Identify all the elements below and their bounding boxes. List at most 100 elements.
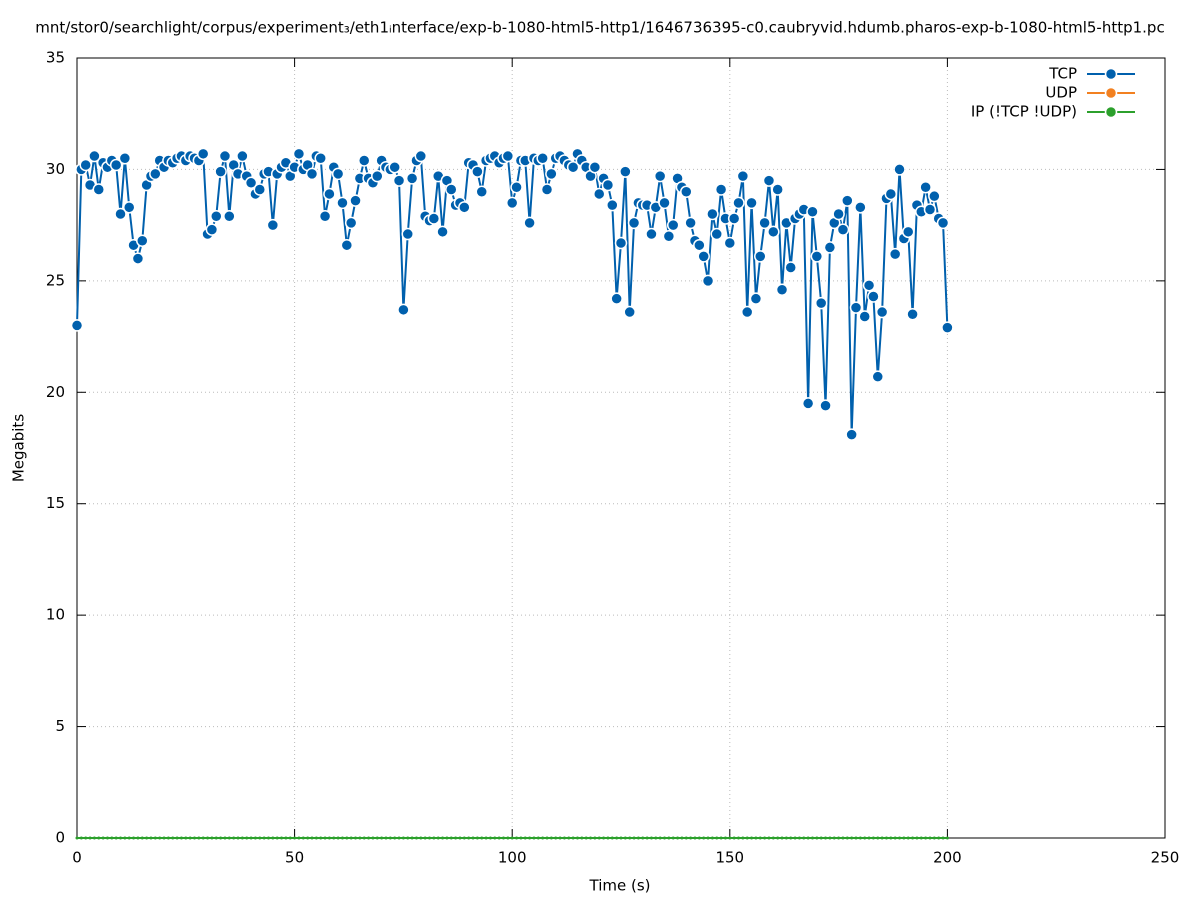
data-point [876, 836, 880, 840]
data-point [123, 836, 127, 840]
data-point [906, 836, 910, 840]
data-point [467, 836, 471, 840]
x-tick-label: 150 [715, 849, 744, 867]
data-point [767, 225, 780, 239]
data-point [218, 149, 232, 163]
data-point [789, 836, 793, 840]
data-point [549, 836, 553, 840]
data-point [354, 836, 358, 840]
data-point [314, 152, 327, 165]
legend-label: TCP [1048, 65, 1077, 83]
data-point [610, 292, 623, 305]
data-point [110, 836, 114, 840]
data-point [501, 149, 515, 163]
data-point [305, 167, 319, 181]
data-point [114, 207, 127, 221]
data-point [88, 149, 101, 163]
data-point [327, 836, 331, 840]
data-point [797, 836, 801, 840]
data-point [122, 201, 136, 214]
data-point [680, 185, 693, 198]
data-point [506, 836, 510, 840]
data-point [871, 836, 875, 840]
data-point [488, 836, 492, 840]
data-point [898, 836, 902, 840]
data-point [331, 167, 345, 181]
legend-label: UDP [1045, 84, 1077, 102]
data-point [819, 836, 823, 840]
data-point [614, 236, 628, 250]
data-point [749, 292, 763, 305]
data-point [70, 319, 84, 332]
data-point [801, 397, 815, 410]
data-point [232, 836, 236, 840]
data-point [928, 836, 932, 840]
data-point [580, 836, 584, 840]
data-point [845, 836, 849, 840]
data-point [149, 167, 162, 181]
data-point [693, 238, 706, 252]
data-point [323, 836, 327, 840]
data-point [645, 836, 649, 840]
data-point [732, 196, 745, 210]
data-point [558, 836, 562, 840]
data-point [810, 250, 824, 263]
data-point [941, 321, 954, 334]
data-point [767, 836, 771, 840]
data-point [266, 836, 270, 840]
data-point [837, 836, 841, 840]
data-point [632, 836, 636, 840]
data-point [392, 174, 406, 187]
data-point [889, 836, 893, 840]
data-point [641, 836, 645, 840]
data-point [436, 836, 440, 840]
x-tick-label: 200 [933, 849, 962, 867]
data-point [745, 196, 758, 210]
data-point [484, 836, 488, 840]
data-point [666, 218, 680, 232]
data-point [741, 836, 745, 840]
data-point [510, 836, 514, 840]
data-point [127, 836, 131, 840]
data-point [658, 196, 671, 210]
data-point [393, 836, 397, 840]
data-point [740, 305, 754, 319]
data-point [814, 296, 828, 310]
data-point [562, 836, 566, 840]
data-point [388, 836, 392, 840]
x-tick-label: 250 [1151, 849, 1180, 867]
y-tick-label: 20 [46, 383, 65, 401]
data-point [419, 836, 423, 840]
data-point [371, 836, 375, 840]
data-point [923, 203, 937, 216]
data-point [358, 836, 362, 840]
data-point [736, 169, 750, 183]
data-point [97, 836, 101, 840]
legend-label: IP (!TCP !UDP) [971, 103, 1077, 121]
data-point [828, 836, 832, 840]
data-point [845, 428, 858, 441]
data-point [319, 836, 323, 840]
data-point [636, 836, 640, 840]
y-tick-label: 10 [46, 606, 65, 624]
data-point [941, 836, 945, 840]
data-point [771, 183, 784, 196]
data-point [567, 836, 571, 840]
data-point [723, 836, 727, 840]
data-point [697, 836, 701, 840]
data-point [710, 227, 723, 241]
data-point [732, 836, 736, 840]
data-point [236, 836, 240, 840]
data-point [136, 234, 149, 247]
data-point [84, 836, 88, 840]
y-tick-label: 0 [55, 829, 65, 847]
data-point [414, 149, 428, 163]
data-point [545, 167, 558, 181]
data-point [515, 836, 519, 840]
data-point [915, 836, 919, 840]
data-point [810, 836, 814, 840]
x-tick-label: 50 [285, 849, 304, 867]
data-point [906, 308, 919, 321]
data-point [684, 216, 697, 230]
data-point [405, 172, 419, 185]
